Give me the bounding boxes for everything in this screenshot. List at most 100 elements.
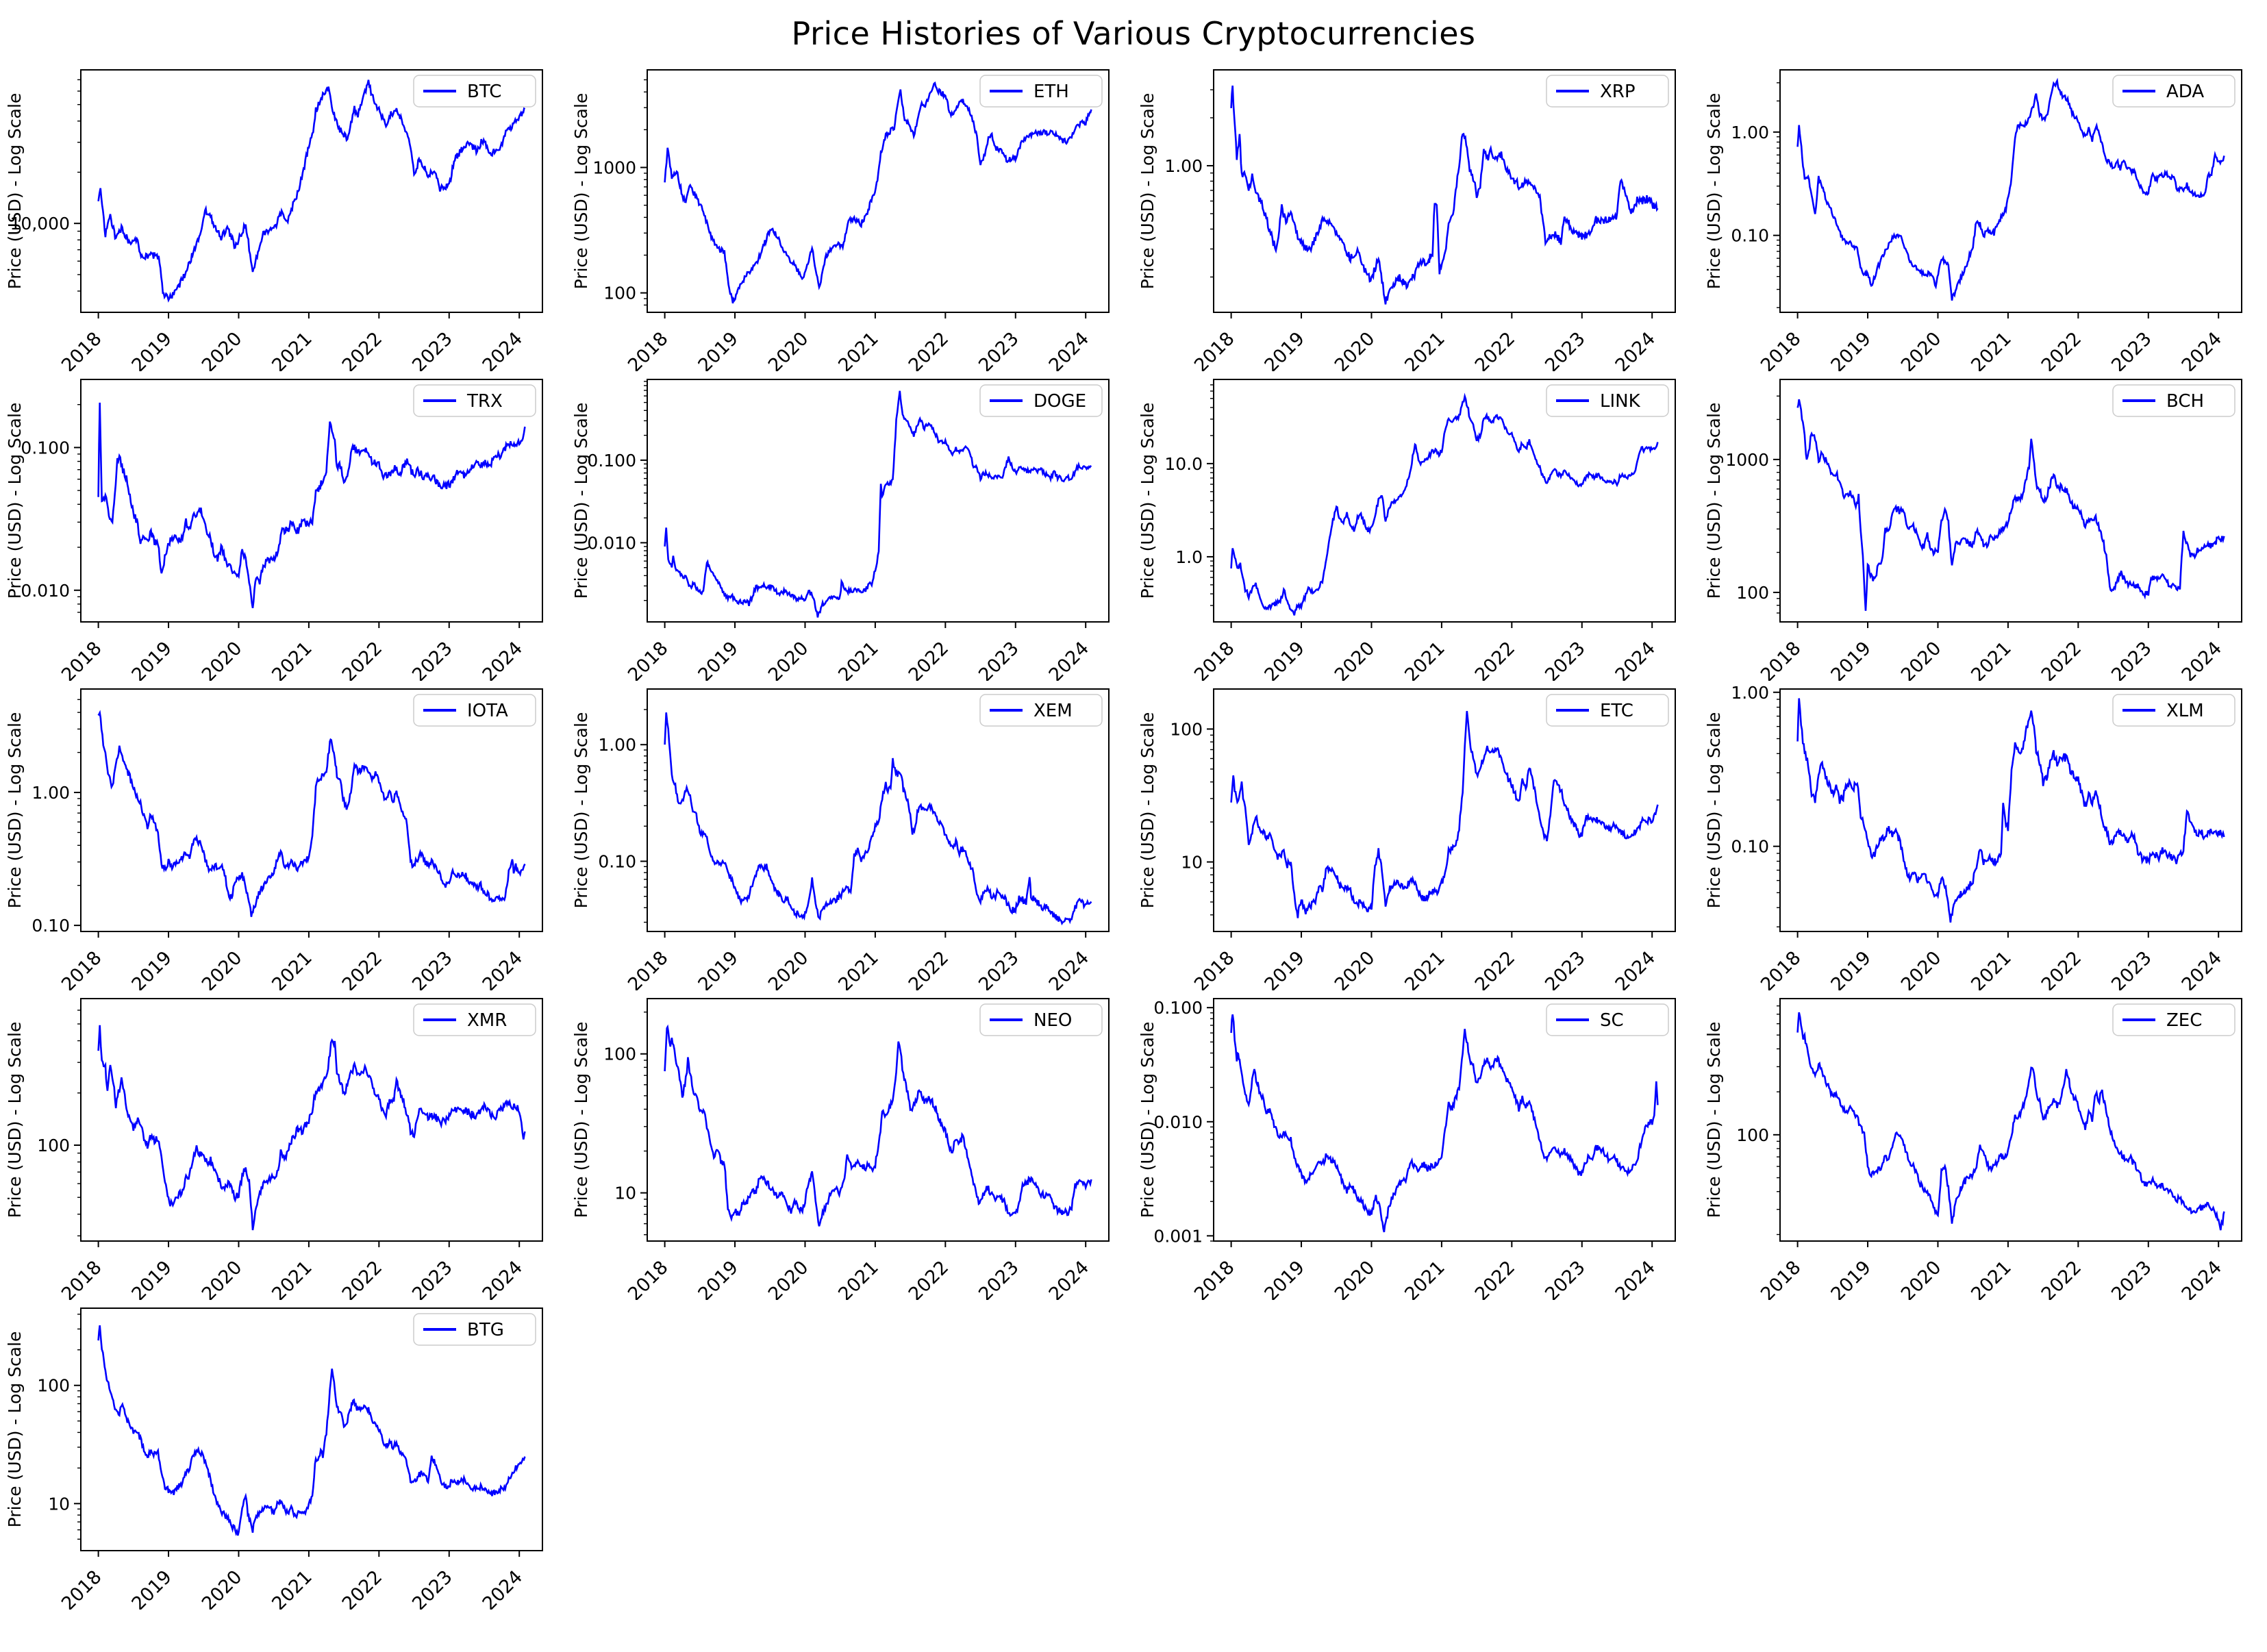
- chart-canvas: 0.100 0.010 2018 2019 2020 2021 2022 2023 2024 DO…: [571, 379, 1110, 686]
- y-tick-label: 1000: [592, 158, 636, 178]
- legend-label: XMR: [467, 1010, 507, 1031]
- x-tick-label: 2021: [834, 328, 883, 371]
- x-tick-label: 2022: [1471, 947, 1520, 990]
- x-tick-label: 2019: [127, 328, 176, 371]
- legend-label: ADA: [2166, 82, 2204, 102]
- price-line: [97, 1025, 526, 1231]
- y-axis-label: Price (USD) - Log Scale: [1704, 1022, 1724, 1218]
- y-axis-label: Price (USD) - Log Scale: [5, 1331, 25, 1528]
- x-tick-label: 2021: [1401, 328, 1449, 371]
- x-tick-label: 2020: [198, 1257, 247, 1300]
- x-tick-label: 2019: [1827, 638, 1875, 681]
- x-tick-label: 2022: [338, 638, 387, 681]
- x-tick-label: 2022: [905, 1257, 953, 1300]
- x-tick-label: 2020: [198, 638, 247, 681]
- y-axis-label: Price (USD) - Log Scale: [1138, 93, 1157, 290]
- x-tick-label: 2018: [1757, 638, 1805, 681]
- x-tick-label: 2018: [58, 1257, 106, 1300]
- x-tick-label: 2018: [1190, 947, 1239, 990]
- x-tick-label: 2020: [764, 947, 813, 990]
- x-tick-label: 2020: [1331, 947, 1379, 990]
- x-tick-label: 2023: [1541, 328, 1590, 371]
- chart-canvas: 10.0 1.0 2018 2019 2020 2021 2022 2023 2024 LINK P…: [1138, 379, 1676, 686]
- x-tick-label: 2020: [1331, 328, 1379, 371]
- x-tick-label: 2024: [479, 638, 527, 681]
- x-tick-label: 2022: [2038, 328, 2086, 371]
- x-tick-label: 2023: [975, 1257, 1023, 1300]
- crypto-chart-trx: 0.100 0.010 2018 2019 2020 2021 2022 2023 2024 TR…: [0, 371, 566, 686]
- y-tick-label: 1.00: [32, 783, 70, 803]
- y-axis-label: Price (USD) - Log Scale: [1704, 93, 1724, 290]
- chart-canvas: 100 10 2018 2019 2020 2021 2022 2023 2024 ETC Pric…: [1138, 688, 1676, 996]
- crypto-chart-zec: 100 2018 2019 2020 2021 2022 2023 2024 ZEC Price …: [1699, 990, 2266, 1305]
- x-tick-label: 2022: [1471, 638, 1520, 681]
- x-tick-label: 2023: [408, 328, 457, 371]
- x-tick-label: 2019: [127, 1566, 176, 1610]
- x-tick-label: 2021: [268, 328, 316, 371]
- chart-canvas: 0.100 0.010 0.001 2018 2019 2020 2021 2022 2023 2…: [1138, 998, 1676, 1305]
- x-tick-label: 2024: [1612, 1257, 1660, 1300]
- legend-label: BTC: [467, 82, 501, 102]
- price-line: [1230, 85, 1659, 305]
- chart-canvas: 100 2018 2019 2020 2021 2022 2023 2024 XMR Price …: [5, 998, 543, 1305]
- x-tick-label: 2020: [1897, 1257, 1946, 1300]
- crypto-chart-eth: 1000 100 2018 2019 2020 2021 2022 2023 2024 ETH Pr…: [566, 62, 1133, 377]
- y-tick-label: 0.010: [21, 581, 70, 601]
- y-tick-label: 100: [603, 1044, 636, 1064]
- x-tick-label: 2024: [1612, 638, 1660, 681]
- x-tick-label: 2024: [1045, 328, 1094, 371]
- legend-box: [2112, 384, 2235, 417]
- x-tick-label: 2024: [1612, 947, 1660, 990]
- x-tick-label: 2022: [1471, 328, 1520, 371]
- x-tick-label: 2020: [1897, 328, 1946, 371]
- x-tick-label: 2019: [1827, 1257, 1875, 1300]
- legend-label: XRP: [1600, 82, 1636, 102]
- chart-canvas: 100 10 2018 2019 2020 2021 2022 2023 2024 BTG Pric…: [5, 1307, 543, 1615]
- y-axis-label: Price (USD) - Log Scale: [5, 1022, 25, 1218]
- x-tick-label: 2018: [624, 638, 673, 681]
- crypto-chart-doge: 0.100 0.010 2018 2019 2020 2021 2022 2023 2024 DO…: [566, 371, 1133, 686]
- x-tick-label: 2021: [1401, 638, 1449, 681]
- crypto-chart-etc: 100 10 2018 2019 2020 2021 2022 2023 2024 ETC Pric…: [1133, 681, 1699, 996]
- y-tick-label: 10: [48, 1494, 70, 1514]
- x-tick-label: 2022: [2038, 947, 2086, 990]
- y-tick-label: 1.00: [598, 735, 636, 755]
- y-axis-label: Price (USD) - Log Scale: [571, 712, 591, 909]
- y-tick-label: 10: [1181, 853, 1203, 873]
- legend-box: [413, 1003, 536, 1036]
- x-tick-label: 2020: [1897, 947, 1946, 990]
- crypto-chart-xmr: 100 2018 2019 2020 2021 2022 2023 2024 XMR Price …: [0, 990, 566, 1305]
- x-tick-label: 2018: [1757, 328, 1805, 371]
- legend-label: BCH: [2166, 391, 2204, 412]
- x-tick-label: 2022: [338, 1566, 387, 1610]
- x-tick-label: 2020: [1897, 638, 1946, 681]
- y-tick-label: 100: [37, 1136, 70, 1155]
- y-axis-label: Price (USD) - Log Scale: [571, 93, 591, 290]
- x-tick-label: 2023: [2107, 947, 2156, 990]
- y-tick-label: 100: [37, 1376, 70, 1396]
- chart-canvas: 1.00 2018 2019 2020 2021 2022 2023 2024 XRP Price…: [1138, 69, 1676, 377]
- x-tick-label: 2021: [1401, 1257, 1449, 1300]
- x-tick-label: 2020: [764, 328, 813, 371]
- y-axis-label: Price (USD) - Log Scale: [1704, 403, 1724, 599]
- x-tick-label: 2018: [624, 328, 673, 371]
- x-tick-label: 2019: [694, 638, 742, 681]
- x-tick-label: 2019: [1260, 947, 1309, 990]
- x-tick-label: 2022: [338, 328, 387, 371]
- y-tick-label: 0.100: [21, 438, 70, 458]
- crypto-chart-btg: 100 10 2018 2019 2020 2021 2022 2023 2024 BTG Pric…: [0, 1300, 566, 1615]
- legend-label: DOGE: [1034, 391, 1086, 412]
- crypto-chart-xrp: 1.00 2018 2019 2020 2021 2022 2023 2024 XRP Price…: [1133, 62, 1699, 377]
- x-tick-label: 2018: [1190, 1257, 1239, 1300]
- y-tick-label: 1.0: [1175, 547, 1203, 567]
- price-line: [1796, 77, 2225, 301]
- x-tick-label: 2021: [268, 947, 316, 990]
- x-tick-label: 2022: [338, 1257, 387, 1300]
- x-tick-label: 2020: [198, 328, 247, 371]
- y-axis-label: Price (USD) - Log Scale: [1704, 712, 1724, 909]
- x-tick-label: 2023: [975, 947, 1023, 990]
- chart-canvas: 1.00 0.10 2018 2019 2020 2021 2022 2023 2024 XLM P…: [1704, 683, 2242, 996]
- legend-label: ETC: [1600, 701, 1633, 721]
- x-tick-label: 2023: [975, 328, 1023, 371]
- x-tick-label: 2018: [58, 638, 106, 681]
